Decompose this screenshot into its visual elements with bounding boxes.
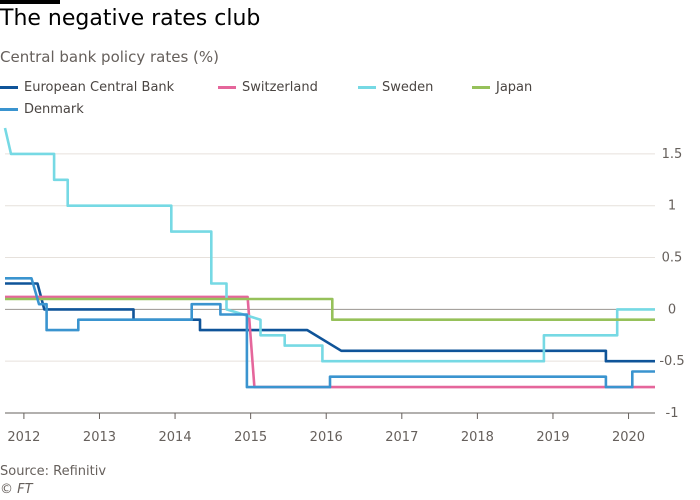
source-note: Source: Refinitiv [0, 464, 107, 479]
x-tick-label: 2014 [159, 430, 192, 445]
series-line-sweden [3, 127, 655, 363]
x-tick-label: 2013 [83, 430, 116, 445]
legend-label: Denmark [24, 102, 84, 117]
legend-label: Japan [496, 80, 533, 95]
legend-item-denmark: Denmark [0, 102, 84, 117]
legend-label: Sweden [382, 80, 434, 95]
chart-legend: European Central Bank Switzerland Sweden Ja… [0, 80, 700, 120]
y-tick-label: -1 [666, 406, 679, 421]
x-tick-label: 2012 [7, 430, 40, 445]
y-tick-label: 0.5 [662, 251, 683, 266]
x-tick-label: 2020 [612, 430, 645, 445]
series-lines [3, 127, 655, 389]
legend-swatch [0, 86, 18, 89]
legend-item-switzerland: Switzerland [218, 80, 318, 95]
legend-label: Switzerland [242, 80, 318, 95]
legend-swatch [472, 86, 490, 89]
legend-label: European Central Bank [24, 80, 175, 95]
legend-item-sweden: Sweden [358, 80, 433, 95]
x-tick-label: 2016 [310, 430, 343, 445]
line-chart: 1.5 1 0.5 0 -0.5 -1 2012 2013 2014 2015 2016 2017 20… [3, 127, 685, 445]
x-tick-label: 2019 [536, 430, 569, 445]
title-accent-bar [0, 0, 60, 4]
series-line-switzerland [5, 295, 655, 389]
legend-item-european-central-bank: European Central Bank [0, 80, 174, 95]
tick-labels: 1.5 1 0.5 0 -0.5 -1 2012 2013 2014 2015 2016 2017 20… [7, 147, 684, 445]
x-tick-label: 2017 [385, 430, 418, 445]
y-tick-label: -0.5 [659, 354, 684, 369]
legend-item-japan: Japan [472, 80, 532, 95]
y-tick-label: 1 [668, 199, 676, 214]
grid-lines [5, 153, 655, 362]
axes [5, 412, 655, 419]
chart-title: The negative rates club [0, 6, 261, 31]
series-line-denmark [5, 277, 655, 389]
y-tick-label: 0 [668, 302, 676, 317]
series-line-european-central-bank [5, 282, 655, 363]
legend-swatch [358, 86, 376, 89]
series-line-japan [5, 297, 655, 321]
legend-swatch [0, 108, 18, 111]
y-tick-label: 1.5 [662, 147, 683, 162]
x-tick-label: 2015 [234, 430, 267, 445]
chart-subtitle: Central bank policy rates (%) [0, 48, 219, 66]
copyright-credit: © FT [0, 482, 33, 497]
legend-swatch [218, 86, 236, 89]
x-tick-label: 2018 [461, 430, 494, 445]
